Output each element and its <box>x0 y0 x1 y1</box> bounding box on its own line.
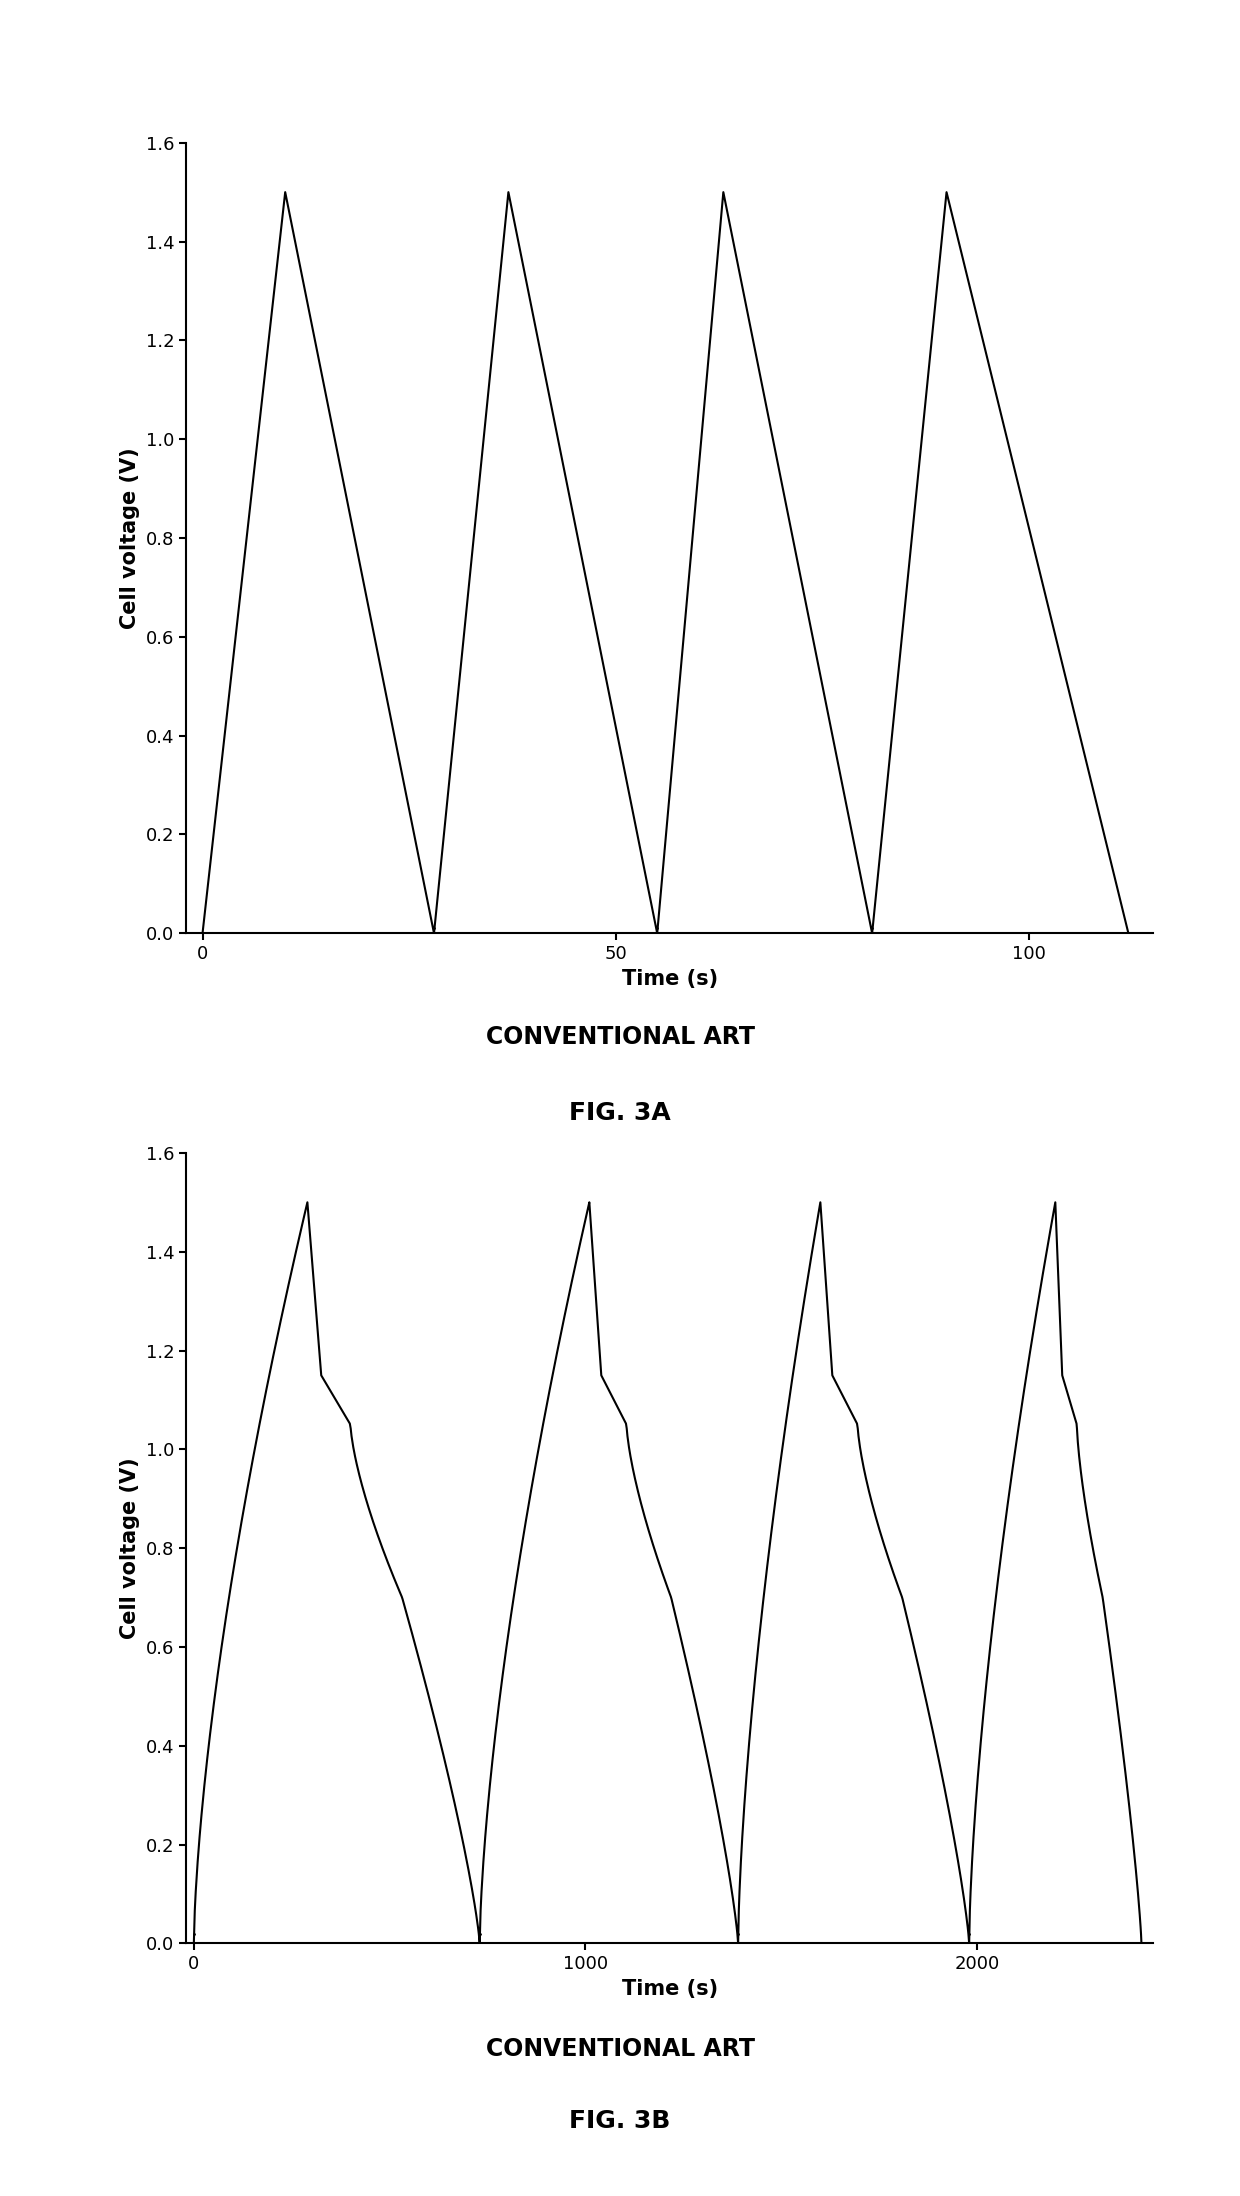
X-axis label: Time (s): Time (s) <box>621 968 718 988</box>
Y-axis label: Cell voltage (V): Cell voltage (V) <box>120 448 140 628</box>
Text: CONVENTIONAL ART: CONVENTIONAL ART <box>486 1026 754 1047</box>
Text: FIG. 3A: FIG. 3A <box>569 1102 671 1124</box>
Text: CONVENTIONAL ART: CONVENTIONAL ART <box>486 2038 754 2060</box>
Y-axis label: Cell voltage (V): Cell voltage (V) <box>120 1458 140 1638</box>
Text: FIG. 3B: FIG. 3B <box>569 2110 671 2132</box>
X-axis label: Time (s): Time (s) <box>621 1979 718 1998</box>
